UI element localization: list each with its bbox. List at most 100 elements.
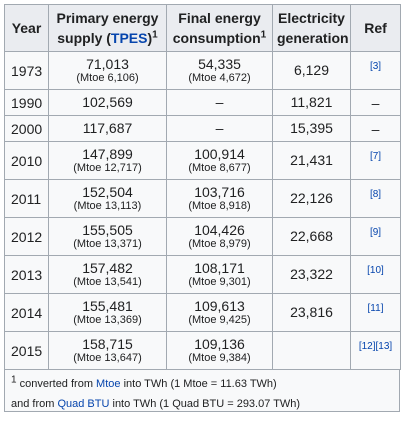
ref-link[interactable]: [10] <box>367 264 384 276</box>
cell-ref: [12][13] <box>350 331 401 370</box>
table-row: 1990 102,569 – 11,821 – <box>4 89 401 116</box>
table-row: 2015 158,715 (Mtoe 13,647) 109,136 (Mtoe 9,3… <box>4 331 401 370</box>
header-elec-line1: Electricity <box>278 10 345 26</box>
cell-elec-value: 22,126 <box>290 190 333 206</box>
header-elec-line2: generation <box>277 30 349 46</box>
cell-tpes: 155,505 (Mtoe 13,371) <box>48 217 167 256</box>
energy-table: Year Primary energy supply (TPES)1 Final… <box>4 4 401 370</box>
cell-tpes-value: 71,013 <box>86 55 129 72</box>
cell-final: 109,613 (Mtoe 9,425) <box>166 293 273 332</box>
header-ref[interactable]: Ref <box>350 4 401 52</box>
cell-tpes-mtoe: (Mtoe 13,369) <box>73 313 142 326</box>
cell-year: 2013 <box>4 255 49 294</box>
cell-final: 108,171 (Mtoe 9,301) <box>166 255 273 294</box>
header-final-footnote-mark: 1 <box>260 29 267 41</box>
cell-final-mtoe: (Mtoe 8,677) <box>188 161 251 174</box>
cell-final-value: – <box>215 94 224 110</box>
cell-tpes: 155,481 (Mtoe 13,369) <box>48 293 167 332</box>
cell-final: 104,426 (Mtoe 8,979) <box>166 217 273 256</box>
cell-tpes-mtoe: (Mtoe 6,106) <box>76 71 139 84</box>
ref-link[interactable]: [7] <box>369 150 382 162</box>
cell-elec-value: 23,816 <box>290 304 333 320</box>
header-final-line1: Final energy <box>178 10 261 26</box>
cell-ref: [9] <box>350 217 401 256</box>
cell-year: 2014 <box>4 293 49 332</box>
cell-final-value: 103,716 <box>194 183 245 200</box>
footnote-line2-post: into TWh (1 Quad BTU = 293.07 TWh) <box>109 398 301 410</box>
cell-final: 100,914 (Mtoe 8,677) <box>166 141 273 180</box>
header-tpes[interactable]: Primary energy supply (TPES)1 <box>48 4 167 52</box>
table-row: 2013 157,482 (Mtoe 13,541) 108,171 (Mtoe 9,3… <box>4 255 401 294</box>
cell-final-value: 104,426 <box>194 221 245 238</box>
cell-ref: [11] <box>350 293 401 332</box>
cell-tpes-mtoe: (Mtoe 13,647) <box>73 351 142 364</box>
cell-ref: – <box>350 115 401 142</box>
table-row: 2000 117,687 – 15,395 – <box>4 115 401 142</box>
cell-final: 103,716 (Mtoe 8,918) <box>166 179 273 218</box>
cell-final-value: – <box>215 120 224 136</box>
cell-final: – <box>166 89 273 116</box>
cell-final-value: 54,335 <box>198 55 241 72</box>
cell-elec: 15,395 <box>272 115 351 142</box>
table-row: 2011 152,504 (Mtoe 13,113) 103,716 (Mtoe 8,9… <box>4 179 401 218</box>
cell-year: 2015 <box>4 331 49 370</box>
header-year[interactable]: Year <box>4 4 49 52</box>
header-elec[interactable]: Electricity generation <box>272 4 351 52</box>
cell-tpes-value: 155,481 <box>82 297 133 314</box>
header-tpes-pre: supply ( <box>57 30 111 46</box>
cell-tpes: 71,013 (Mtoe 6,106) <box>48 51 167 90</box>
cell-year: 2011 <box>4 179 49 218</box>
ref-link[interactable]: [11] <box>367 302 384 314</box>
ref-link[interactable]: [9] <box>369 226 382 238</box>
cell-tpes: 117,687 <box>48 115 167 142</box>
cell-final-mtoe: (Mtoe 9,301) <box>188 275 251 288</box>
header-final[interactable]: Final energy consumption1 <box>166 4 273 52</box>
ref-link[interactable]: [12][13] <box>358 340 393 352</box>
cell-tpes-mtoe: (Mtoe 13,541) <box>73 275 142 288</box>
cell-elec-value: 11,821 <box>290 94 333 110</box>
footnote-mark: 1 <box>11 374 17 386</box>
cell-ref: – <box>350 89 401 116</box>
cell-tpes: 102,569 <box>48 89 167 116</box>
table-row: 2010 147,899 (Mtoe 12,717) 100,914 (Mtoe 8,6… <box>4 141 401 180</box>
quad-btu-link[interactable]: Quad BTU <box>57 398 110 410</box>
table-body: 1973 71,013 (Mtoe 6,106) 54,335 (Mtoe 4,672)… <box>4 51 401 370</box>
cell-ref: [7] <box>350 141 401 180</box>
cell-tpes-value: 152,504 <box>82 183 133 200</box>
cell-final-mtoe: (Mtoe 9,384) <box>188 351 251 364</box>
ref-link[interactable]: [3] <box>369 60 382 72</box>
footnote-line2-pre: and from <box>11 398 58 410</box>
cell-ref: [10] <box>350 255 401 294</box>
cell-elec-value: 22,668 <box>290 228 333 244</box>
cell-year: 2010 <box>4 141 49 180</box>
cell-tpes-value: 102,569 <box>82 94 133 110</box>
ref-dash: – <box>371 120 380 137</box>
table-footnote: 1 converted from Mtoe into TWh (1 Mtoe =… <box>4 370 400 412</box>
cell-tpes-mtoe: (Mtoe 12,717) <box>73 161 142 174</box>
cell-year: 1990 <box>4 89 49 116</box>
cell-tpes: 152,504 (Mtoe 13,113) <box>48 179 167 218</box>
cell-elec-value: 6,129 <box>293 62 330 78</box>
footnote-line1-pre: converted from <box>16 378 97 390</box>
footnote-line1: 1 converted from Mtoe into TWh (1 Mtoe =… <box>11 374 393 394</box>
mtoe-link[interactable]: Mtoe <box>96 378 121 390</box>
header-row: Year Primary energy supply (TPES)1 Final… <box>4 4 401 52</box>
cell-year: 2000 <box>4 115 49 142</box>
ref-link[interactable]: [8] <box>369 188 382 200</box>
cell-final: 109,136 (Mtoe 9,384) <box>166 331 273 370</box>
cell-tpes-mtoe: (Mtoe 13,113) <box>73 199 142 212</box>
cell-ref: [3] <box>350 51 401 90</box>
cell-final-mtoe: (Mtoe 8,979) <box>188 237 251 250</box>
cell-elec: 22,126 <box>272 179 351 218</box>
cell-final: 54,335 (Mtoe 4,672) <box>166 51 273 90</box>
cell-elec-value: 23,322 <box>290 266 333 282</box>
table-row: 2014 155,481 (Mtoe 13,369) 109,613 (Mtoe 9,4… <box>4 293 401 332</box>
cell-tpes: 147,899 (Mtoe 12,717) <box>48 141 167 180</box>
table-row: 2012 155,505 (Mtoe 13,371) 104,426 (Mtoe 8,9… <box>4 217 401 256</box>
tpes-link[interactable]: TPES <box>110 30 148 46</box>
footnote-line2: and from Quad BTU into TWh (1 Quad BTU =… <box>11 394 393 414</box>
ref-dash: – <box>371 94 380 111</box>
cell-elec-value: 21,431 <box>290 152 333 168</box>
cell-tpes-value: 147,899 <box>82 145 133 162</box>
cell-year: 1973 <box>4 51 49 90</box>
